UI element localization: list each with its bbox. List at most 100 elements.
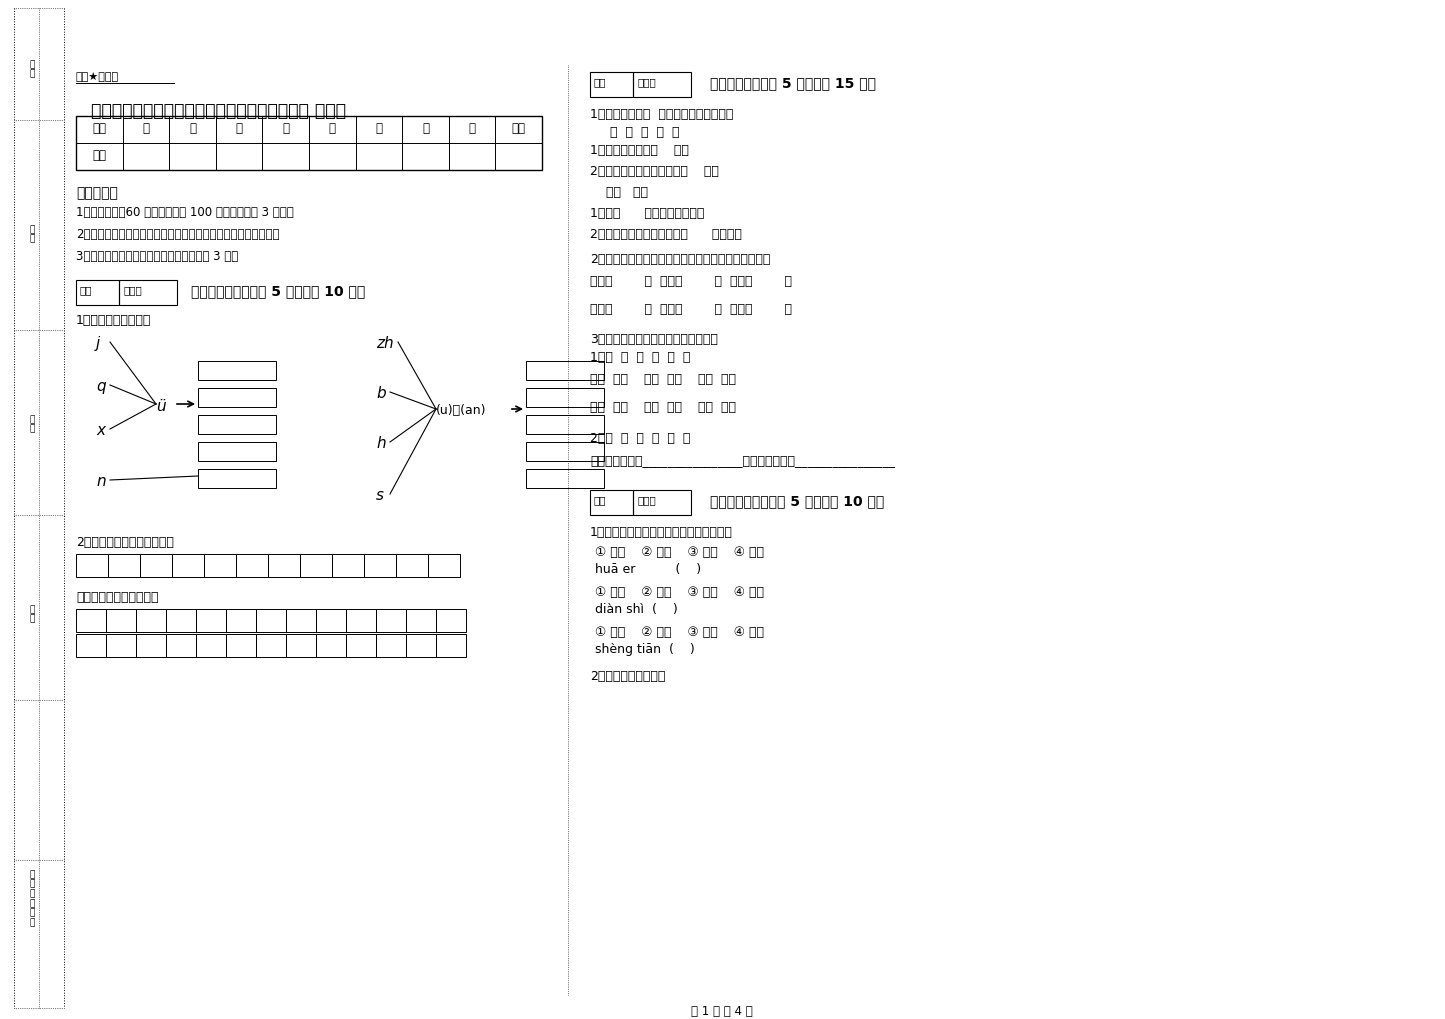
Text: 上下结构的字有________________左右结构的字有________________: 上下结构的字有________________左右结构的字有__________… bbox=[590, 454, 894, 467]
Bar bbox=[77, 554, 108, 577]
Bar bbox=[204, 554, 236, 577]
Bar bbox=[267, 554, 301, 577]
Text: 云南省重点小学一年级语文下学期每周一练试卷 附解析: 云南省重点小学一年级语文下学期每周一练试卷 附解析 bbox=[91, 102, 345, 120]
Bar bbox=[198, 415, 276, 434]
Text: 2、写出意思相反的词。（不会写的字可以写拼音）。: 2、写出意思相反的词。（不会写的字可以写拼音）。 bbox=[590, 253, 770, 266]
Bar bbox=[526, 469, 604, 488]
Text: 二: 二 bbox=[189, 122, 197, 135]
Text: 得分: 得分 bbox=[594, 495, 607, 505]
Bar bbox=[166, 609, 197, 632]
Text: 1、幅  粒  条  只  杯  朵: 1、幅 粒 条 只 杯 朵 bbox=[590, 351, 691, 364]
Text: 二、填空题（每题 5 分，共计 15 分）: 二、填空题（每题 5 分，共计 15 分） bbox=[709, 76, 876, 90]
Bar bbox=[225, 609, 256, 632]
Text: shèng tiān  (    ): shèng tiān ( ) bbox=[595, 643, 695, 656]
Text: 姓
名: 姓 名 bbox=[29, 225, 35, 244]
Text: s: s bbox=[376, 488, 384, 503]
Bar bbox=[118, 280, 176, 305]
Text: j: j bbox=[95, 336, 100, 351]
Bar bbox=[526, 388, 604, 407]
Text: 一: 一 bbox=[143, 122, 149, 135]
Bar bbox=[198, 361, 276, 380]
Bar bbox=[436, 609, 465, 632]
Bar bbox=[286, 634, 316, 657]
Text: 1、根据句子在（  ）里填上正确的字词。: 1、根据句子在（ ）里填上正确的字词。 bbox=[590, 108, 734, 121]
Text: 2、公园里的花很多，开得（      ）美丽。: 2、公园里的花很多，开得（ ）美丽。 bbox=[590, 228, 741, 242]
Bar bbox=[590, 490, 633, 515]
Bar bbox=[256, 634, 286, 657]
Bar bbox=[105, 609, 136, 632]
Bar bbox=[376, 609, 406, 632]
Text: 乡
镇
（
街
道
）: 乡 镇 （ 街 道 ） bbox=[29, 870, 35, 927]
Text: 出一（        ）  小一（        ）  左一（        ）: 出一（ ） 小一（ ） 左一（ ） bbox=[590, 275, 792, 288]
Text: 1、这是怎么回事（    ）？: 1、这是怎么回事（ ）？ bbox=[590, 144, 689, 157]
Bar bbox=[301, 554, 332, 577]
Bar bbox=[286, 609, 316, 632]
Text: 绝密★启用前: 绝密★启用前 bbox=[77, 72, 118, 82]
Text: 我也会按顺序默写声母。: 我也会按顺序默写声母。 bbox=[77, 591, 159, 604]
Text: x: x bbox=[95, 423, 105, 438]
Bar bbox=[316, 634, 345, 657]
Bar bbox=[77, 280, 118, 305]
Bar bbox=[105, 634, 136, 657]
Text: 评卷人: 评卷人 bbox=[639, 495, 656, 505]
Bar bbox=[77, 609, 105, 632]
Text: 总分: 总分 bbox=[512, 122, 526, 135]
Text: 四: 四 bbox=[282, 122, 289, 135]
Text: (u)－(an): (u)－(an) bbox=[436, 404, 487, 417]
Bar bbox=[140, 554, 172, 577]
Text: 题号: 题号 bbox=[92, 122, 107, 135]
Bar bbox=[198, 469, 276, 488]
Text: 得分: 得分 bbox=[594, 77, 607, 87]
Text: 常常   非常: 常常 非常 bbox=[590, 186, 647, 199]
Text: 评卷人: 评卷人 bbox=[124, 285, 143, 294]
Text: n: n bbox=[95, 474, 105, 489]
Text: 3、不要在试卷上乱写乱画，卷面不整洁扣 3 分。: 3、不要在试卷上乱写乱画，卷面不整洁扣 3 分。 bbox=[77, 250, 238, 263]
Text: 2、看拼音，写字词。: 2、看拼音，写字词。 bbox=[590, 671, 665, 683]
Text: 一（  ）花    一（  ）船    一（  ）羊: 一（ ）花 一（ ）船 一（ ）羊 bbox=[590, 401, 736, 414]
Text: h: h bbox=[376, 436, 386, 451]
Bar bbox=[77, 116, 542, 170]
Bar bbox=[428, 554, 460, 577]
Bar bbox=[108, 554, 140, 577]
Text: 八: 八 bbox=[468, 122, 475, 135]
Text: 得分: 得分 bbox=[92, 149, 107, 162]
Bar bbox=[406, 634, 436, 657]
Text: b: b bbox=[376, 386, 386, 401]
Text: 七: 七 bbox=[422, 122, 429, 135]
Text: q: q bbox=[95, 379, 105, 394]
Bar bbox=[396, 554, 428, 577]
Text: diàn shì  (    ): diàn shì ( ) bbox=[595, 603, 678, 616]
Bar bbox=[436, 634, 465, 657]
Bar bbox=[136, 609, 166, 632]
Text: 考试须知：: 考试须知： bbox=[77, 186, 118, 200]
Text: 六: 六 bbox=[376, 122, 383, 135]
Text: 学
校: 学 校 bbox=[29, 605, 35, 624]
Bar bbox=[256, 609, 286, 632]
Text: ① 升旗    ② 升起    ③ 升高    ④ 升天: ① 升旗 ② 升起 ③ 升高 ④ 升天 bbox=[595, 626, 764, 639]
Text: 2、吹  青  尖  叫  切  岁: 2、吹 青 尖 叫 切 岁 bbox=[590, 432, 691, 445]
Text: 评卷人: 评卷人 bbox=[639, 77, 656, 87]
Bar bbox=[526, 415, 604, 434]
Text: ü: ü bbox=[156, 399, 166, 414]
Text: 3、我会把所给的字按要求对号入座。: 3、我会把所给的字按要求对号入座。 bbox=[590, 333, 718, 346]
Text: 班
级: 班 级 bbox=[29, 415, 35, 434]
Text: 三: 三 bbox=[236, 122, 243, 135]
Bar bbox=[633, 72, 691, 97]
Text: 1、考试时间：60 分钟，满分为 100 分（含卷面分 3 分）。: 1、考试时间：60 分钟，满分为 100 分（含卷面分 3 分）。 bbox=[77, 206, 293, 219]
Bar bbox=[406, 609, 436, 632]
Text: ① 电灯    ② 电话    ③ 电影    ④ 电视: ① 电灯 ② 电话 ③ 电影 ④ 电视 bbox=[595, 586, 764, 599]
Bar bbox=[225, 634, 256, 657]
Text: 得分: 得分 bbox=[79, 285, 92, 294]
Text: 第 1 页 共 4 页: 第 1 页 共 4 页 bbox=[691, 1005, 753, 1018]
Bar bbox=[166, 634, 197, 657]
Bar bbox=[526, 442, 604, 461]
Text: 三、识字写字（每题 5 分，共计 10 分）: 三、识字写字（每题 5 分，共计 10 分） bbox=[709, 494, 884, 508]
Bar bbox=[316, 609, 345, 632]
Bar bbox=[590, 72, 633, 97]
Bar bbox=[197, 634, 225, 657]
Text: 一（  ）水    一（  ）米    一（  ）画: 一（ ）水 一（ ）米 一（ ）画 bbox=[590, 373, 736, 386]
Text: 考
号: 考 号 bbox=[29, 60, 35, 78]
Bar bbox=[236, 554, 267, 577]
Bar bbox=[332, 554, 364, 577]
Bar bbox=[136, 634, 166, 657]
